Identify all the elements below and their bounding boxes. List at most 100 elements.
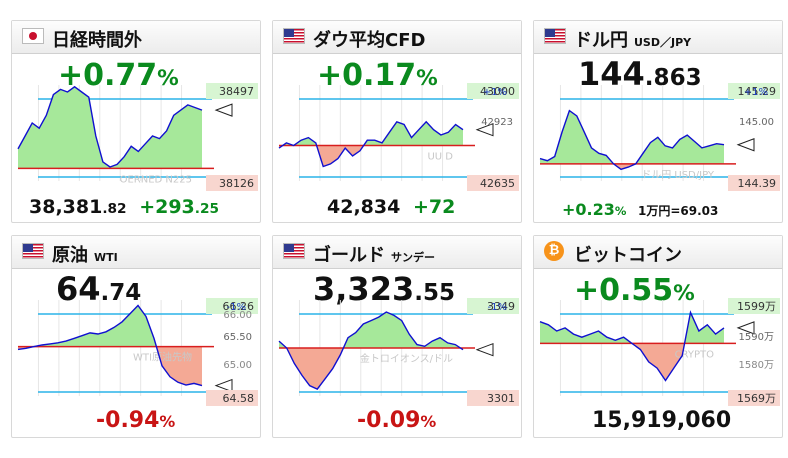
- watermark-label: WTI原油先物: [133, 351, 192, 364]
- tag-bottom-label: 64.58: [223, 392, 255, 405]
- current-price-marker: [214, 378, 233, 393]
- foot-line: +0.23% 1万円=69.03: [562, 200, 719, 219]
- series-line: [278, 311, 464, 390]
- panel-header: ゴールド サンデー: [273, 236, 521, 269]
- series-line: [539, 310, 725, 382]
- tag-top-label: 3349: [487, 300, 515, 313]
- chart-usdjpy: ドル円 USD/JPY 145.29 144.39 145.00 +1%: [539, 83, 780, 191]
- tag-top2-label: 66.00: [223, 310, 252, 321]
- panel-title: 原油 WTI: [52, 245, 118, 266]
- tag-top-label-bg: [728, 83, 780, 99]
- change-percent: +0.17%: [317, 58, 438, 93]
- panel-title: 日経時間外: [52, 30, 142, 51]
- price-line: 38,381.82 +293.25: [29, 196, 220, 218]
- area-up: [18, 86, 202, 169]
- tag-bottom-label-bg: [467, 390, 519, 406]
- current-price-marker: [736, 321, 755, 335]
- tag-mid-label: 65.50: [223, 332, 252, 343]
- price-main: 144.863: [578, 55, 702, 93]
- chart-dow: UU D 43000 42635 42923 +1%: [278, 83, 519, 191]
- chart-wti: WTI原油先物 66.26 64.58 65.50 66.00 65.00 -1%: [17, 298, 258, 406]
- series-line: [278, 120, 464, 168]
- tag-bottom-label: 42635: [480, 177, 515, 190]
- change-percent: -0.09%: [357, 408, 437, 433]
- tag-top-label-bg: [206, 83, 258, 99]
- tag-mid-label: 145.00: [739, 117, 774, 128]
- us-flag-icon: [283, 28, 305, 44]
- watermark-label: ドル円 USD/JPY: [641, 170, 715, 181]
- watermark-label: 金トロイオンス/ドル: [360, 352, 453, 365]
- tag-top-label: 43000: [480, 85, 515, 98]
- panel-btc[interactable]: ₿ ビットコイン +0.55% CRYPTO 1599万 1569万 1590万 158…: [533, 235, 783, 438]
- tag-top-label: 145.29: [738, 85, 777, 98]
- tag-top-label-bg: [206, 298, 258, 314]
- series-line: [17, 304, 203, 387]
- panel-header: ドル円 USD／JPY: [534, 21, 782, 54]
- tag-bottom-label: 144.39: [738, 177, 777, 190]
- ref-percent-label: -1%: [488, 302, 507, 313]
- panel-title: ゴールド サンデー: [313, 245, 435, 266]
- tag-bottom-label-bg: [728, 175, 780, 191]
- change-percent: +0.55%: [574, 273, 695, 308]
- tag-top-label-bg: [467, 83, 519, 99]
- panel-header: ダウ平均CFD: [273, 21, 521, 54]
- panel-usdjpy[interactable]: ドル円 USD／JPY 144.863 ドル円 USD/JPY 145.29 144.…: [533, 20, 783, 223]
- panel-title: ドル円 USD／JPY: [574, 30, 692, 51]
- panel-title: ダウ平均CFD: [313, 30, 426, 51]
- ref-percent-label: +1%: [744, 87, 768, 98]
- ref-percent-label: +1%: [483, 87, 507, 98]
- area-up: [279, 312, 463, 348]
- tag-mid2-label: 1580万: [739, 360, 774, 371]
- price-main: 64.74: [56, 270, 142, 308]
- us-flag-icon: [283, 243, 305, 259]
- tag-mid2-label: 65.00: [223, 360, 252, 371]
- chart-gold: 金トロイオンス/ドル 3349 3301 -1%: [278, 298, 519, 406]
- area-up: [540, 110, 724, 164]
- panel-title: ビットコイン: [574, 245, 682, 266]
- watermark-label: CRYPTO: [675, 349, 715, 360]
- panel-header: 日経時間外: [12, 21, 260, 54]
- current-price-marker: [475, 122, 494, 137]
- jp-flag-icon: [22, 28, 44, 44]
- tag-top-label: 66.26: [223, 300, 255, 313]
- tag-mid-label: 42923: [481, 117, 513, 128]
- chart-btc: CRYPTO 1599万 1569万 1590万 1580万: [539, 298, 780, 406]
- tag-mid-label: 1590万: [739, 332, 774, 343]
- tag-bottom-label: 38126: [219, 177, 254, 190]
- watermark-label: UU D: [427, 151, 453, 162]
- current-price-marker: [214, 103, 233, 117]
- price-line: 42,834 +72: [327, 196, 456, 218]
- panel-header: 原油 WTI: [12, 236, 260, 269]
- area-down: [279, 145, 463, 167]
- area-up: [18, 305, 202, 347]
- panel-header: ₿ ビットコイン: [534, 236, 782, 269]
- area-down: [540, 343, 724, 381]
- chart-nikkei: OERNED N225 38497 38126: [17, 83, 258, 191]
- price-main: 15,919,060: [592, 408, 732, 433]
- change-percent: -0.94%: [96, 408, 176, 433]
- area-down: [18, 346, 202, 386]
- tag-bottom-label-bg: [467, 175, 519, 191]
- tag-bottom-label-bg: [206, 175, 258, 191]
- tag-top-label: 38497: [219, 85, 254, 98]
- us-flag-icon: [22, 243, 44, 259]
- tag-top-label-bg: [728, 298, 780, 314]
- tag-bottom-label: 1569万: [737, 392, 776, 405]
- watermark-label: OERNED N225: [120, 174, 192, 185]
- current-price-marker: [736, 138, 755, 152]
- panel-nikkei[interactable]: 日経時間外 +0.77% OERNED N225 38497 38126 38,38…: [11, 20, 261, 223]
- price-main: 3,323.55: [313, 270, 456, 308]
- area-up: [279, 121, 463, 146]
- tag-bottom-label: 3301: [487, 392, 515, 405]
- series-line: [539, 109, 725, 171]
- series-line: [17, 85, 203, 168]
- panel-wti[interactable]: 原油 WTI 64.74 WTI原油先物 66.26 64.58 65.50 66.00 6…: [11, 235, 261, 438]
- current-price-marker: [475, 342, 494, 357]
- area-up: [540, 312, 724, 344]
- us-flag-icon: [544, 28, 566, 44]
- panel-gold[interactable]: ゴールド サンデー 3,323.55 金トロイオンス/ドル 3349 3301 -1% …: [272, 235, 522, 438]
- tag-bottom-label-bg: [206, 390, 258, 406]
- tag-top-label-bg: [467, 298, 519, 314]
- panel-dow[interactable]: ダウ平均CFD +0.17% UU D 43000 42635 42923 +1% 42…: [272, 20, 522, 223]
- bitcoin-icon: ₿: [544, 241, 564, 261]
